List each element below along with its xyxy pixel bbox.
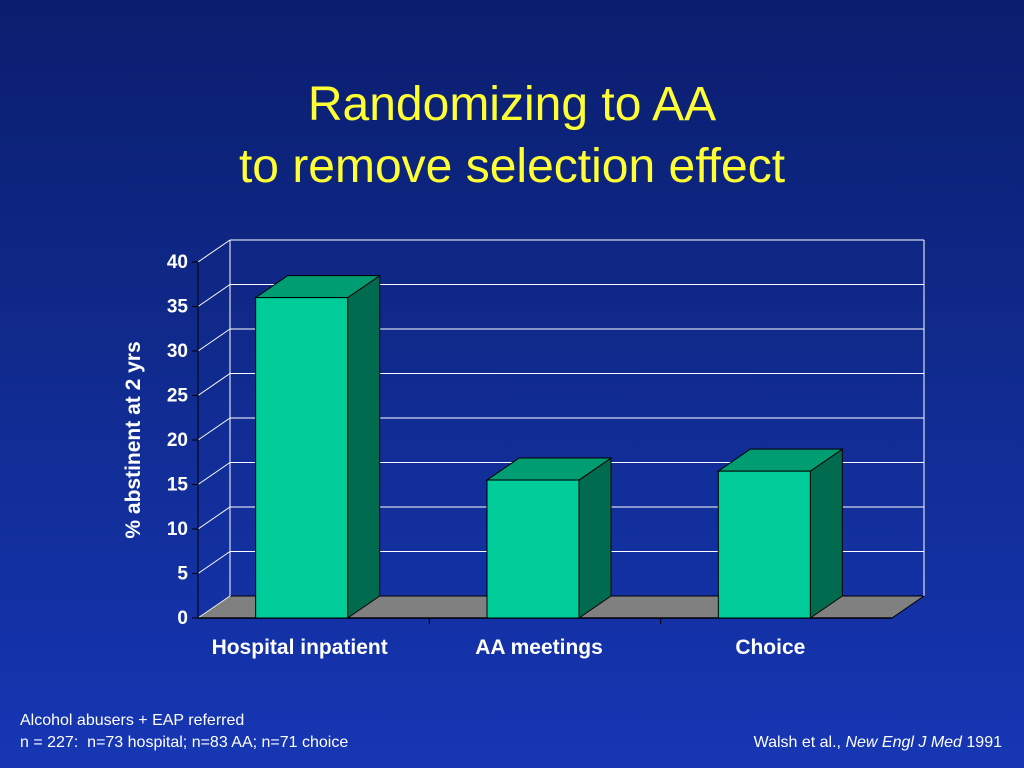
citation-year: 1991 xyxy=(961,734,1002,751)
y-tick-label: 5 xyxy=(177,564,188,585)
y-tick-label: 10 xyxy=(167,519,188,540)
slide-title-line-1: Randomizing to AA xyxy=(307,78,717,131)
y-axis-label: % abstinent at 2 yrs xyxy=(122,341,145,538)
bar-0 xyxy=(255,297,349,619)
side-gridline xyxy=(197,462,231,485)
citation-journal: New Engl J Med xyxy=(845,734,962,751)
y-tick-label: 35 xyxy=(167,297,189,318)
y-tick-label: 40 xyxy=(167,252,188,273)
bar-1 xyxy=(486,479,580,619)
footnote-line-2: n = 227: n=73 hospital; n=83 AA; n=71 ch… xyxy=(20,734,349,751)
study-footnote: Alcohol abusers + EAP referred n = 227: … xyxy=(20,710,348,754)
footnote-line-1: Alcohol abusers + EAP referred xyxy=(20,712,245,729)
bar-side-0 xyxy=(347,274,381,619)
bar-2 xyxy=(717,470,811,619)
x-category-label: Hospital inpatient xyxy=(212,636,388,659)
citation-authors: Walsh et al., xyxy=(753,734,846,751)
citation: Walsh et al., New Engl J Med 1991 xyxy=(754,732,1002,754)
bar-side-1 xyxy=(578,457,612,619)
side-gridline xyxy=(197,239,231,263)
y-tick-label: 15 xyxy=(167,475,189,496)
slide-title-line-2: to remove selection effect xyxy=(238,140,786,193)
side-gridline xyxy=(197,551,231,574)
y-tick-label: 20 xyxy=(167,430,188,451)
y-tick-label: 30 xyxy=(167,341,188,362)
side-gridline xyxy=(197,595,231,619)
side-gridline xyxy=(197,506,231,530)
side-gridline xyxy=(197,373,231,396)
side-gridline xyxy=(197,417,231,441)
y-tick-label: 25 xyxy=(167,386,189,407)
slide-title: Randomizing to AA to remove selection ef… xyxy=(0,74,1024,198)
y-tick-label: 0 xyxy=(177,608,188,629)
side-gridline xyxy=(197,284,231,307)
side-gridline xyxy=(197,328,231,352)
bar-side-2 xyxy=(809,448,843,619)
x-category-label: Choice xyxy=(735,636,805,659)
x-category-label: AA meetings xyxy=(475,636,603,659)
